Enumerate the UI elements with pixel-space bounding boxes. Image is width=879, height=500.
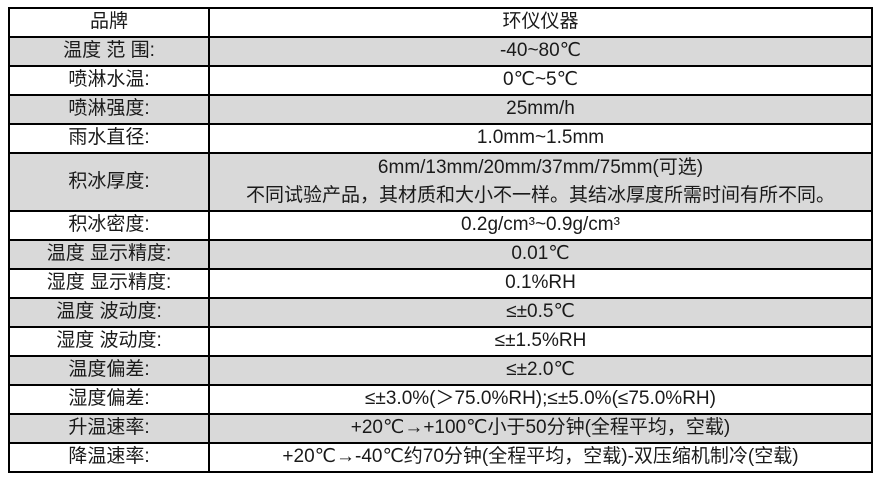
spec-value: 0.2g/cm³~0.9g/cm³ (208, 210, 873, 241)
spec-label: 喷淋强度: (8, 94, 210, 125)
spec-label: 温度偏差: (8, 355, 210, 386)
spec-value: 0.1%RH (208, 268, 873, 299)
spec-label: 温度 波动度: (8, 297, 210, 328)
spec-value: -40~80℃ (208, 36, 873, 67)
table-row-humidity-display-resolution: 湿度 显示精度: 0.1%RH (8, 268, 873, 299)
product-spec-table: 品牌 环仪仪器 温度 范 围: -40~80℃ 喷淋水温: 0℃~5℃ 喷淋强度… (8, 7, 873, 473)
spec-value: 0.01℃ (208, 239, 873, 270)
spec-label: 积冰密度: (8, 210, 210, 241)
table-row-humidity-fluctuation: 湿度 波动度: ≤±1.5%RH (8, 326, 873, 357)
spec-value: 1.0mm~1.5mm (208, 123, 873, 154)
spec-value: 0℃~5℃ (208, 65, 873, 96)
table-row-temp-display-resolution: 温度 显示精度: 0.01℃ (8, 239, 873, 270)
spec-value: ≤±1.5%RH (208, 326, 873, 357)
spec-value: +20℃→+100℃小于50分钟(全程平均，空载) (208, 413, 873, 444)
spec-value: 6mm/13mm/20mm/37mm/75mm(可选) 不同试验产品，其材质和大… (208, 152, 873, 212)
brand-value-cell: 环仪仪器 (208, 7, 873, 38)
table-header-row: 品牌 环仪仪器 (8, 7, 873, 38)
spec-value: 25mm/h (208, 94, 873, 125)
spec-value: ≤±0.5℃ (208, 297, 873, 328)
spec-value-line1: 6mm/13mm/20mm/37mm/75mm(可选) (377, 157, 704, 178)
table-row-heating-rate: 升温速率: +20℃→+100℃小于50分钟(全程平均，空载) (8, 413, 873, 444)
table-row-temp-deviation: 温度偏差: ≤±2.0℃ (8, 355, 873, 386)
spec-label: 降温速率: (8, 442, 210, 473)
table-row-spray-intensity: 喷淋强度: 25mm/h (8, 94, 873, 125)
spec-value-line2: 不同试验产品，其材质和大小不一样。其结冰厚度所需时间有所不同。 (245, 185, 835, 206)
brand-header-cell: 品牌 (8, 7, 210, 38)
spec-label: 积冰厚度: (8, 152, 210, 212)
spec-label: 温度 范 围: (8, 36, 210, 67)
spec-label: 喷淋水温: (8, 65, 210, 96)
table-row-humidity-deviation: 湿度偏差: ≤±3.0%(＞75.0%RH);≤±5.0%(≤75.0%RH) (8, 384, 873, 415)
spec-value: +20℃→-40℃约70分钟(全程平均，空载)-双压缩机制冷(空载) (208, 442, 873, 473)
spec-label: 湿度 波动度: (8, 326, 210, 357)
table-row-ice-density: 积冰密度: 0.2g/cm³~0.9g/cm³ (8, 210, 873, 241)
table-row-ice-thickness: 积冰厚度: 6mm/13mm/20mm/37mm/75mm(可选) 不同试验产品… (8, 152, 873, 212)
spec-table-container: 品牌 环仪仪器 温度 范 围: -40~80℃ 喷淋水温: 0℃~5℃ 喷淋强度… (8, 7, 873, 473)
spec-value: ≤±3.0%(＞75.0%RH);≤±5.0%(≤75.0%RH) (208, 384, 873, 415)
table-row-spray-water-temp: 喷淋水温: 0℃~5℃ (8, 65, 873, 96)
table-row-temp-range: 温度 范 围: -40~80℃ (8, 36, 873, 67)
spec-label: 湿度偏差: (8, 384, 210, 415)
spec-value: ≤±2.0℃ (208, 355, 873, 386)
spec-label: 升温速率: (8, 413, 210, 444)
table-row-raindrop-diameter: 雨水直径: 1.0mm~1.5mm (8, 123, 873, 154)
spec-label: 温度 显示精度: (8, 239, 210, 270)
table-row-cooling-rate: 降温速率: +20℃→-40℃约70分钟(全程平均，空载)-双压缩机制冷(空载) (8, 442, 873, 473)
table-row-temp-fluctuation: 温度 波动度: ≤±0.5℃ (8, 297, 873, 328)
spec-label: 雨水直径: (8, 123, 210, 154)
spec-label: 湿度 显示精度: (8, 268, 210, 299)
